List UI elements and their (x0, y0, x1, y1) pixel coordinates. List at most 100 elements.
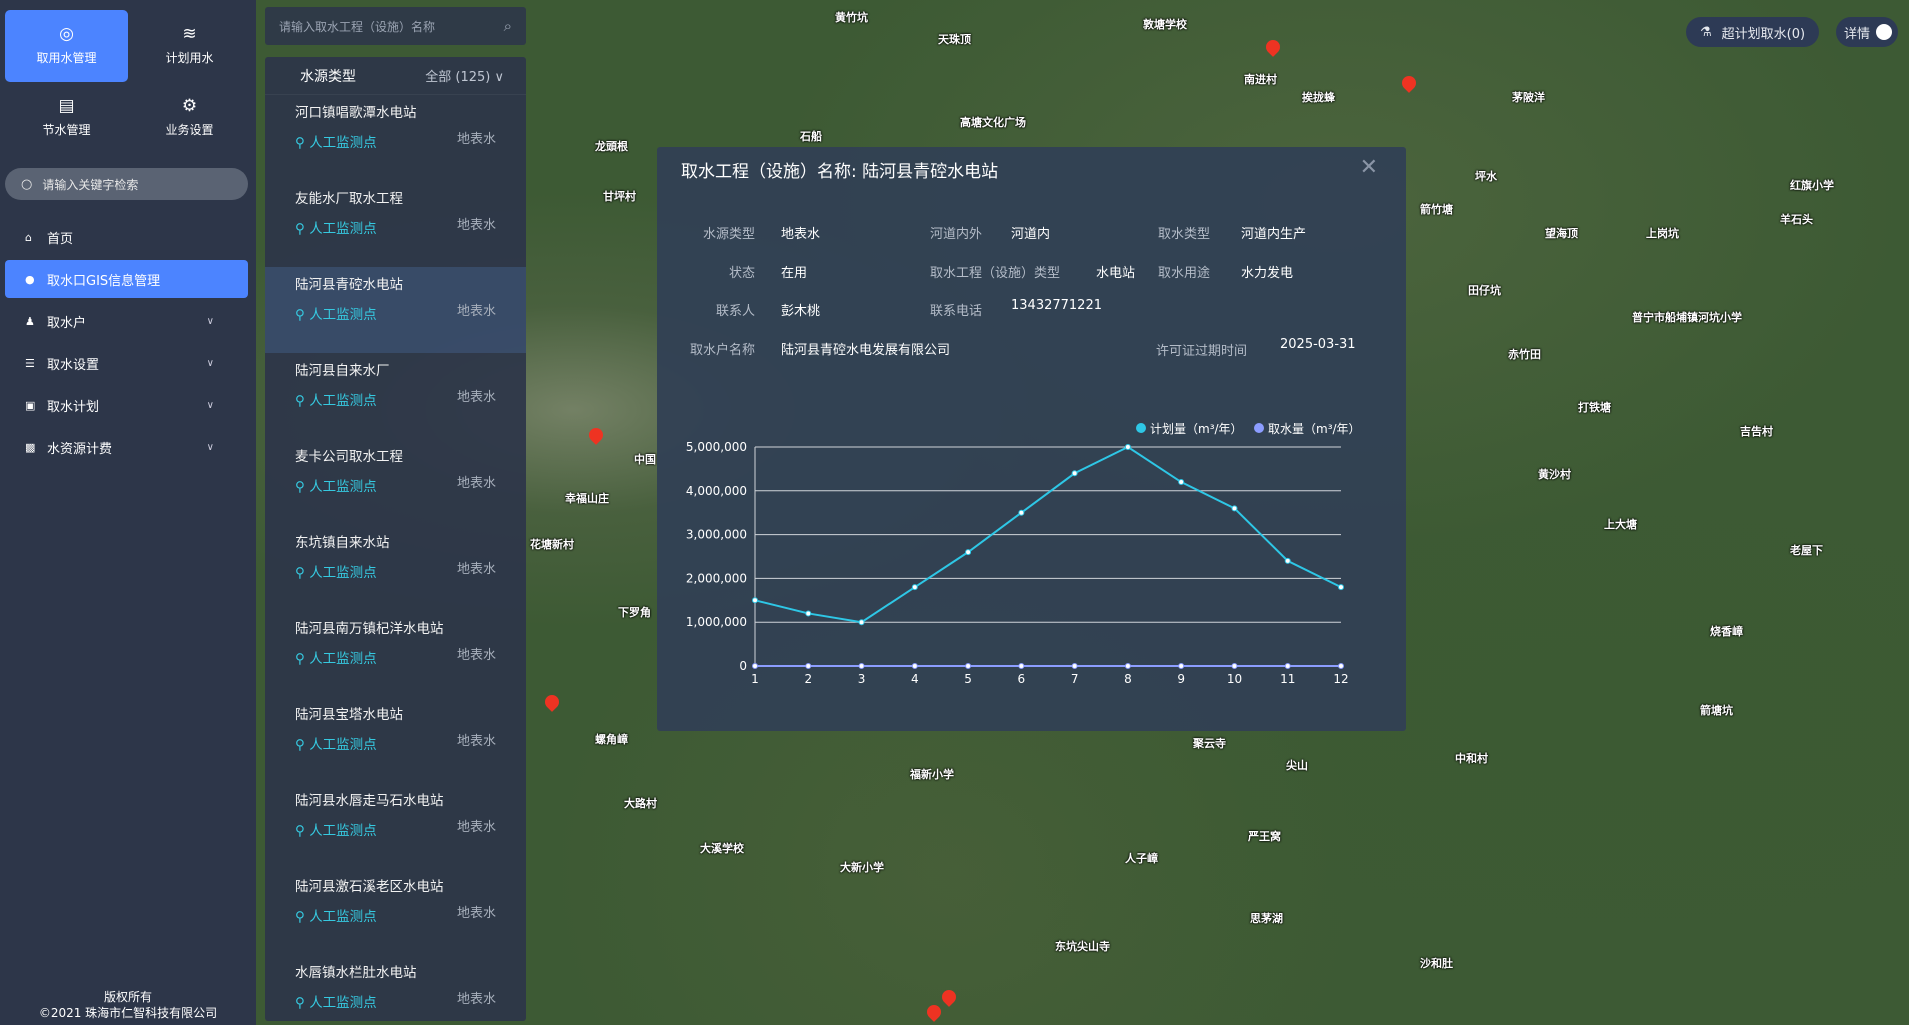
data-point (752, 663, 758, 669)
map-label: 甘坪村 (603, 190, 636, 203)
source-type: 地表水 (456, 218, 496, 233)
data-point (1071, 663, 1078, 669)
field-label: 取水户名称 (689, 343, 755, 358)
data-point (1284, 663, 1291, 669)
copyright-line: 版权所有 (103, 990, 152, 1004)
x-tick-label: 3 (858, 672, 866, 686)
home-icon: ⌂ (25, 230, 32, 244)
facility-name: 陆河县宝塔水电站 (295, 707, 403, 723)
map-marker[interactable] (1399, 73, 1419, 93)
legend-label: 计划量（m³/年） (1150, 422, 1243, 436)
x-tick-label: 11 (1280, 672, 1295, 686)
data-point (1231, 663, 1238, 669)
list-item[interactable]: 陆河县南万镇杞洋水电站 ⚲ 人工监测点 地表水 (265, 611, 526, 697)
details-label: 详情 (1844, 26, 1871, 42)
field-label: 取水用途 (1158, 266, 1211, 281)
document-icon: ▤ (58, 96, 75, 116)
facility-name: 东坑镇自来水站 (295, 535, 390, 551)
dialog-title: 取水工程（设施）名称: 陆河县青硿水电站 (681, 162, 999, 182)
list-item[interactable]: 陆河县激石溪老区水电站 ⚲ 人工监测点 地表水 (265, 869, 526, 955)
map-label: 中国 (634, 453, 656, 466)
data-point (1338, 663, 1344, 669)
list-item[interactable]: 陆河县青硿水电站 ⚲ 人工监测点 地表水 (265, 267, 526, 353)
nav-label: 水资源计费 (47, 441, 113, 457)
over-plan-button[interactable]: ⚗ 超计划取水(0) (1686, 17, 1820, 47)
list-item[interactable]: 麦卡公司取水工程 ⚲ 人工监测点 地表水 (265, 439, 526, 525)
over-plan-label: 超计划取水(0) (1721, 26, 1806, 42)
nav-label: 首页 (47, 231, 74, 247)
tile-business-settings[interactable]: ⚙ 业务设置 (128, 82, 251, 154)
field-label: 许可证过期时间 (1156, 344, 1248, 359)
facility-search-input[interactable]: 请输入取水工程（设施）名称 ⌕ (265, 7, 526, 45)
list-item[interactable]: 陆河县自来水厂 ⚲ 人工监测点 地表水 (265, 353, 526, 439)
details-toggle[interactable]: 详情 (1836, 17, 1899, 47)
y-tick-label: 4,000,000 (686, 484, 747, 498)
map-marker[interactable] (1263, 37, 1283, 57)
map-label: 高塘文化广场 (960, 116, 1026, 129)
data-point (1071, 470, 1078, 477)
field-label: 联系人 (715, 304, 755, 319)
map-label: 打铁塘 (1578, 401, 1611, 414)
list-item[interactable]: 东坑镇自来水站 ⚲ 人工监测点 地表水 (265, 525, 526, 611)
facility-name: 陆河县自来水厂 (295, 363, 390, 379)
dashboard-icon: ◎ (59, 24, 74, 44)
user-icon: ⚲ (295, 823, 310, 839)
nav-item-billing[interactable]: ▩ 水资源计费 ∨ (5, 428, 248, 466)
nav-item-intake-settings[interactable]: ☰ 取水设置 ∨ (5, 344, 248, 382)
field-label: 取水工程（设施）类型 (930, 266, 1061, 281)
field-label: 状态 (728, 266, 755, 281)
map-label: 烧香嶂 (1710, 625, 1743, 638)
data-point (911, 663, 918, 669)
user-icon: ⚲ (295, 909, 310, 925)
field-value: 水力发电 (1241, 266, 1294, 281)
monitor-tag: ⚲ 人工监测点 (295, 303, 526, 323)
list-item[interactable]: 陆河县宝塔水电站 ⚲ 人工监测点 地表水 (265, 697, 526, 783)
user-icon: ⚲ (295, 479, 310, 495)
x-tick-label: 9 (1177, 672, 1185, 686)
map-label: 羊石头 (1780, 213, 1813, 226)
filter-label: 水源类型 (300, 68, 356, 85)
map-label: 螺角嶂 (595, 733, 628, 746)
map-marker[interactable] (586, 425, 606, 445)
list-item[interactable]: 河口镇唱歌潭水电站 ⚲ 人工监测点 地表水 (265, 95, 526, 181)
map-marker[interactable] (542, 692, 562, 712)
list-item[interactable]: 水唇镇水栏肚水电站 ⚲ 人工监测点 地表水 (265, 955, 526, 1021)
map-label: 龙頭根 (595, 140, 628, 153)
water-waves-icon: ≋ (182, 24, 197, 44)
monitor-tag: ⚲ 人工监测点 (295, 389, 526, 409)
map-label: 箭塘坑 (1700, 704, 1733, 717)
source-type: 地表水 (456, 992, 496, 1007)
legend-marker (1254, 423, 1264, 433)
x-tick-label: 10 (1227, 672, 1242, 686)
plan-chart: 0 1,000,000 2,000,000 3,000,000 4,000,000 5,0… (686, 422, 1361, 686)
search-icon[interactable]: ⌕ (503, 17, 512, 35)
source-type: 地表水 (456, 476, 496, 491)
monitor-tag: ⚲ 人工监测点 (295, 647, 526, 667)
map-label: 上岗坑 (1646, 227, 1679, 240)
map-marker[interactable] (924, 1002, 944, 1022)
data-point (805, 610, 812, 617)
tile-water-saving[interactable]: ▤ 节水管理 (5, 82, 128, 154)
nav-item-home[interactable]: ⌂ 首页 (5, 218, 248, 256)
user-icon: ⚲ (295, 307, 310, 323)
nav-item-water-users[interactable]: ♟ 取水户 ∨ (5, 302, 248, 340)
nav-item-intake-plan[interactable]: ▣ 取水计划 ∨ (5, 386, 248, 424)
source-type-select[interactable]: 全部 (125) ∨ (425, 66, 504, 85)
user-icon: ⚲ (295, 565, 310, 581)
list-item[interactable]: 友能水厂取水工程 ⚲ 人工监测点 地表水 (265, 181, 526, 267)
x-tick-label: 2 (804, 672, 812, 686)
map-marker[interactable] (939, 987, 959, 1007)
keyword-search-input[interactable]: ○ 请输入关键字检索 (5, 168, 248, 200)
source-type: 地表水 (456, 906, 496, 921)
field-label: 取水类型 (1158, 227, 1211, 242)
nav-item-gis[interactable]: ● 取水口GIS信息管理 (5, 260, 248, 298)
series-line (754, 445, 1342, 624)
user-icon: ⚲ (295, 995, 310, 1011)
tile-planned-water[interactable]: ≋ 计划用水 (128, 10, 251, 82)
map-label: 花塘新村 (530, 538, 574, 551)
database-icon: ☰ (25, 356, 35, 370)
select-value: 全部 (125) (425, 70, 491, 85)
tile-water-management[interactable]: ◎ 取用水管理 (5, 10, 128, 82)
list-item[interactable]: 陆河县水唇走马石水电站 ⚲ 人工监测点 地表水 (265, 783, 526, 869)
close-icon[interactable]: ✕ (1359, 155, 1378, 180)
